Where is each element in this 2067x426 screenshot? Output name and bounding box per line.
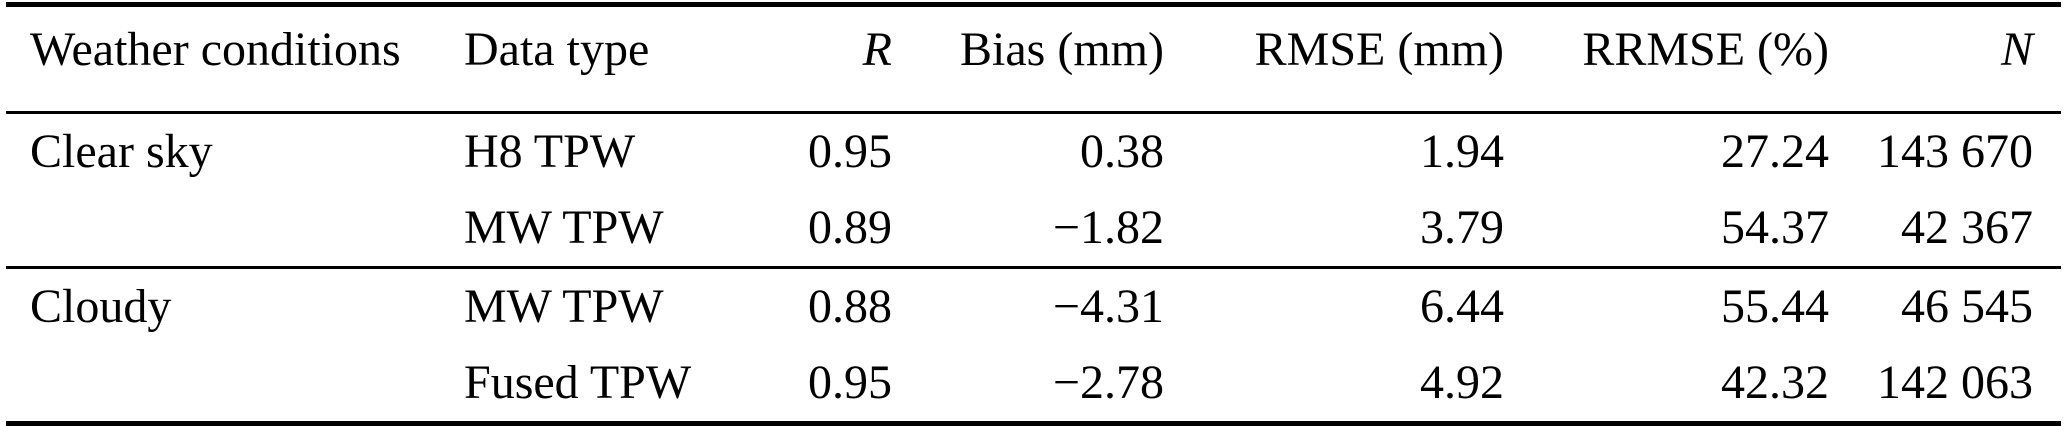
cell-weather-condition: Cloudy bbox=[30, 279, 172, 333]
cell-weather-condition bbox=[6, 345, 464, 424]
cell-n: 143 670 bbox=[1877, 124, 2033, 178]
cell-rrmse: 27.24 bbox=[1721, 124, 1829, 178]
cell-data-type: H8 TPW bbox=[464, 124, 636, 178]
header-weather-conditions: Weather conditions bbox=[30, 22, 401, 76]
tpw-validation-table: Weather conditions Data type R Bias (mm)… bbox=[6, 2, 2061, 426]
header-row: Weather conditions Data type R Bias (mm)… bbox=[6, 5, 2061, 113]
cell-rrmse: 42.32 bbox=[1721, 355, 1829, 409]
cell-rmse: 6.44 bbox=[1420, 279, 1504, 333]
cell-n: 42 367 bbox=[1901, 200, 2033, 254]
cell-r: 0.95 bbox=[808, 355, 892, 409]
header-data-type: Data type bbox=[464, 22, 650, 76]
cell-data-type: Fused TPW bbox=[464, 355, 692, 409]
cell-bias: −4.31 bbox=[1052, 279, 1164, 333]
paper-table-page: Weather conditions Data type R Bias (mm)… bbox=[6, 2, 2061, 426]
header-bias: Bias (mm) bbox=[960, 22, 1164, 76]
table-section-1: Cloudy MW TPW 0.88 −4.31 6.44 55.44 46 5… bbox=[6, 267, 2061, 424]
table-row: Cloudy MW TPW 0.88 −4.31 6.44 55.44 46 5… bbox=[6, 268, 2061, 346]
cell-weather-condition bbox=[6, 190, 464, 268]
cell-n: 46 545 bbox=[1901, 279, 2033, 333]
header-r: R bbox=[862, 22, 892, 76]
table-section-0: Clear sky H8 TPW 0.95 0.38 1.94 27.24 14… bbox=[6, 112, 2061, 268]
cell-data-type: MW TPW bbox=[464, 200, 664, 254]
cell-r: 0.95 bbox=[808, 124, 892, 178]
cell-rrmse: 54.37 bbox=[1721, 200, 1829, 254]
cell-rrmse: 55.44 bbox=[1721, 279, 1829, 333]
cell-rmse: 1.94 bbox=[1420, 124, 1504, 178]
cell-r: 0.89 bbox=[808, 200, 892, 254]
cell-data-type: MW TPW bbox=[464, 279, 664, 333]
cell-rmse: 3.79 bbox=[1420, 200, 1504, 254]
cell-n: 142 063 bbox=[1877, 355, 2033, 409]
table-row: Clear sky H8 TPW 0.95 0.38 1.94 27.24 14… bbox=[6, 113, 2061, 191]
header-n: N bbox=[2000, 22, 2033, 76]
table-row: Fused TPW 0.95 −2.78 4.92 42.32 142 063 bbox=[6, 345, 2061, 424]
cell-bias: 0.38 bbox=[1080, 124, 1164, 178]
cell-bias: −1.82 bbox=[1052, 200, 1164, 254]
cell-r: 0.88 bbox=[808, 279, 892, 333]
cell-rmse: 4.92 bbox=[1420, 355, 1504, 409]
table-row: MW TPW 0.89 −1.82 3.79 54.37 42 367 bbox=[6, 190, 2061, 268]
cell-weather-condition: Clear sky bbox=[30, 124, 213, 178]
cell-bias: −2.78 bbox=[1052, 355, 1164, 409]
table-header: Weather conditions Data type R Bias (mm)… bbox=[6, 5, 2061, 113]
header-rrmse: RRMSE (%) bbox=[1582, 22, 1829, 76]
header-rmse: RMSE (mm) bbox=[1254, 22, 1504, 76]
